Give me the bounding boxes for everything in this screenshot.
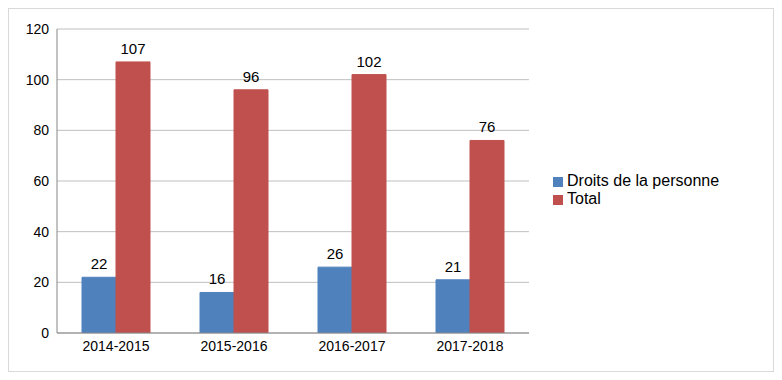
svg-text:20: 20	[33, 274, 49, 290]
svg-text:0: 0	[41, 325, 49, 341]
svg-text:2017-2018: 2017-2018	[437, 338, 504, 354]
svg-text:40: 40	[33, 224, 49, 240]
svg-text:107: 107	[120, 40, 145, 57]
svg-text:2015-2016: 2015-2016	[201, 338, 268, 354]
svg-text:22: 22	[91, 255, 108, 272]
svg-text:76: 76	[479, 118, 496, 135]
svg-text:80: 80	[33, 122, 49, 138]
html-text:Droits de la personne: Droits de la personne	[567, 172, 720, 189]
html-text:Total: Total	[567, 190, 601, 207]
svg-text:21: 21	[445, 258, 462, 275]
svg-text:102: 102	[356, 53, 381, 70]
svg-text:2014-2015: 2014-2015	[83, 338, 150, 354]
svg-text:100: 100	[26, 72, 50, 88]
svg-text:26: 26	[327, 245, 344, 262]
svg-text:96: 96	[243, 68, 260, 85]
svg-text:2016-2017: 2016-2017	[319, 338, 386, 354]
svg-text:16: 16	[209, 270, 226, 287]
svg-text:60: 60	[33, 173, 49, 189]
svg-text:120: 120	[26, 21, 50, 37]
